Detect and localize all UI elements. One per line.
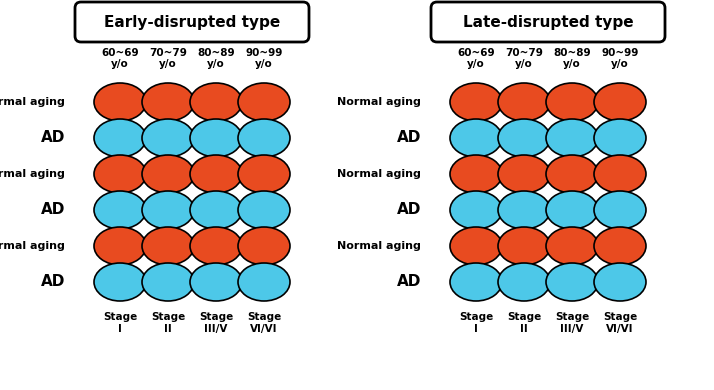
Ellipse shape [450, 155, 502, 193]
Text: AD: AD [41, 202, 65, 218]
Text: 60~69: 60~69 [457, 48, 495, 58]
Text: Normal aging: Normal aging [337, 169, 421, 179]
Ellipse shape [142, 227, 194, 265]
Text: I: I [474, 324, 478, 334]
Ellipse shape [450, 227, 502, 265]
Text: Stage: Stage [247, 312, 281, 322]
Ellipse shape [594, 263, 646, 301]
Text: 80~89: 80~89 [553, 48, 590, 58]
Text: II: II [164, 324, 172, 334]
Text: y/o: y/o [159, 59, 177, 69]
Text: Early-disrupted type: Early-disrupted type [104, 14, 280, 30]
Text: y/o: y/o [563, 59, 581, 69]
Ellipse shape [94, 263, 146, 301]
Ellipse shape [238, 119, 290, 157]
Ellipse shape [498, 263, 550, 301]
Text: Normal aging: Normal aging [0, 241, 65, 251]
Text: Stage: Stage [459, 312, 493, 322]
Ellipse shape [94, 227, 146, 265]
Text: Normal aging: Normal aging [0, 169, 65, 179]
Ellipse shape [190, 155, 242, 193]
Ellipse shape [238, 191, 290, 229]
Text: AD: AD [41, 131, 65, 145]
Ellipse shape [190, 227, 242, 265]
Text: AD: AD [396, 202, 421, 218]
Ellipse shape [238, 155, 290, 193]
Ellipse shape [450, 83, 502, 121]
Ellipse shape [546, 263, 598, 301]
Text: Normal aging: Normal aging [0, 97, 65, 107]
Ellipse shape [546, 83, 598, 121]
Text: AD: AD [41, 275, 65, 289]
Text: VI/VI: VI/VI [606, 324, 634, 334]
Ellipse shape [238, 227, 290, 265]
Text: Stage: Stage [603, 312, 637, 322]
Ellipse shape [498, 227, 550, 265]
Ellipse shape [142, 83, 194, 121]
Text: y/o: y/o [207, 59, 225, 69]
Ellipse shape [94, 191, 146, 229]
Text: III/V: III/V [560, 324, 583, 334]
Ellipse shape [142, 191, 194, 229]
Ellipse shape [546, 155, 598, 193]
Text: y/o: y/o [255, 59, 273, 69]
Ellipse shape [190, 263, 242, 301]
Ellipse shape [142, 119, 194, 157]
Text: y/o: y/o [111, 59, 129, 69]
Ellipse shape [594, 191, 646, 229]
Text: y/o: y/o [467, 59, 485, 69]
Ellipse shape [498, 155, 550, 193]
Text: III/V: III/V [204, 324, 228, 334]
Ellipse shape [546, 119, 598, 157]
Text: Stage: Stage [151, 312, 185, 322]
Ellipse shape [594, 227, 646, 265]
Text: II: II [520, 324, 528, 334]
Text: I: I [118, 324, 122, 334]
Text: 60~69: 60~69 [101, 48, 139, 58]
Ellipse shape [94, 155, 146, 193]
Text: 90~99: 90~99 [601, 48, 639, 58]
Ellipse shape [594, 119, 646, 157]
Text: Stage: Stage [555, 312, 589, 322]
Ellipse shape [546, 227, 598, 265]
Text: Stage: Stage [507, 312, 541, 322]
Text: VI/VI: VI/VI [250, 324, 278, 334]
Ellipse shape [142, 155, 194, 193]
Text: 80~89: 80~89 [197, 48, 235, 58]
Ellipse shape [450, 191, 502, 229]
Ellipse shape [238, 83, 290, 121]
Text: 90~99: 90~99 [246, 48, 283, 58]
Ellipse shape [190, 119, 242, 157]
Ellipse shape [594, 83, 646, 121]
FancyBboxPatch shape [75, 2, 309, 42]
Text: Late-disrupted type: Late-disrupted type [463, 14, 633, 30]
Ellipse shape [94, 119, 146, 157]
Ellipse shape [190, 83, 242, 121]
Ellipse shape [546, 191, 598, 229]
Ellipse shape [450, 263, 502, 301]
Ellipse shape [498, 191, 550, 229]
Text: 70~79: 70~79 [149, 48, 187, 58]
Ellipse shape [142, 263, 194, 301]
Ellipse shape [450, 119, 502, 157]
Text: y/o: y/o [611, 59, 629, 69]
Text: AD: AD [396, 275, 421, 289]
Text: y/o: y/o [515, 59, 533, 69]
Text: 70~79: 70~79 [505, 48, 543, 58]
Text: Stage: Stage [199, 312, 233, 322]
Ellipse shape [94, 83, 146, 121]
Ellipse shape [498, 83, 550, 121]
Ellipse shape [238, 263, 290, 301]
Ellipse shape [594, 155, 646, 193]
Text: AD: AD [396, 131, 421, 145]
Text: Stage: Stage [103, 312, 137, 322]
Text: Normal aging: Normal aging [337, 241, 421, 251]
FancyBboxPatch shape [431, 2, 665, 42]
Text: Normal aging: Normal aging [337, 97, 421, 107]
Ellipse shape [190, 191, 242, 229]
Ellipse shape [498, 119, 550, 157]
